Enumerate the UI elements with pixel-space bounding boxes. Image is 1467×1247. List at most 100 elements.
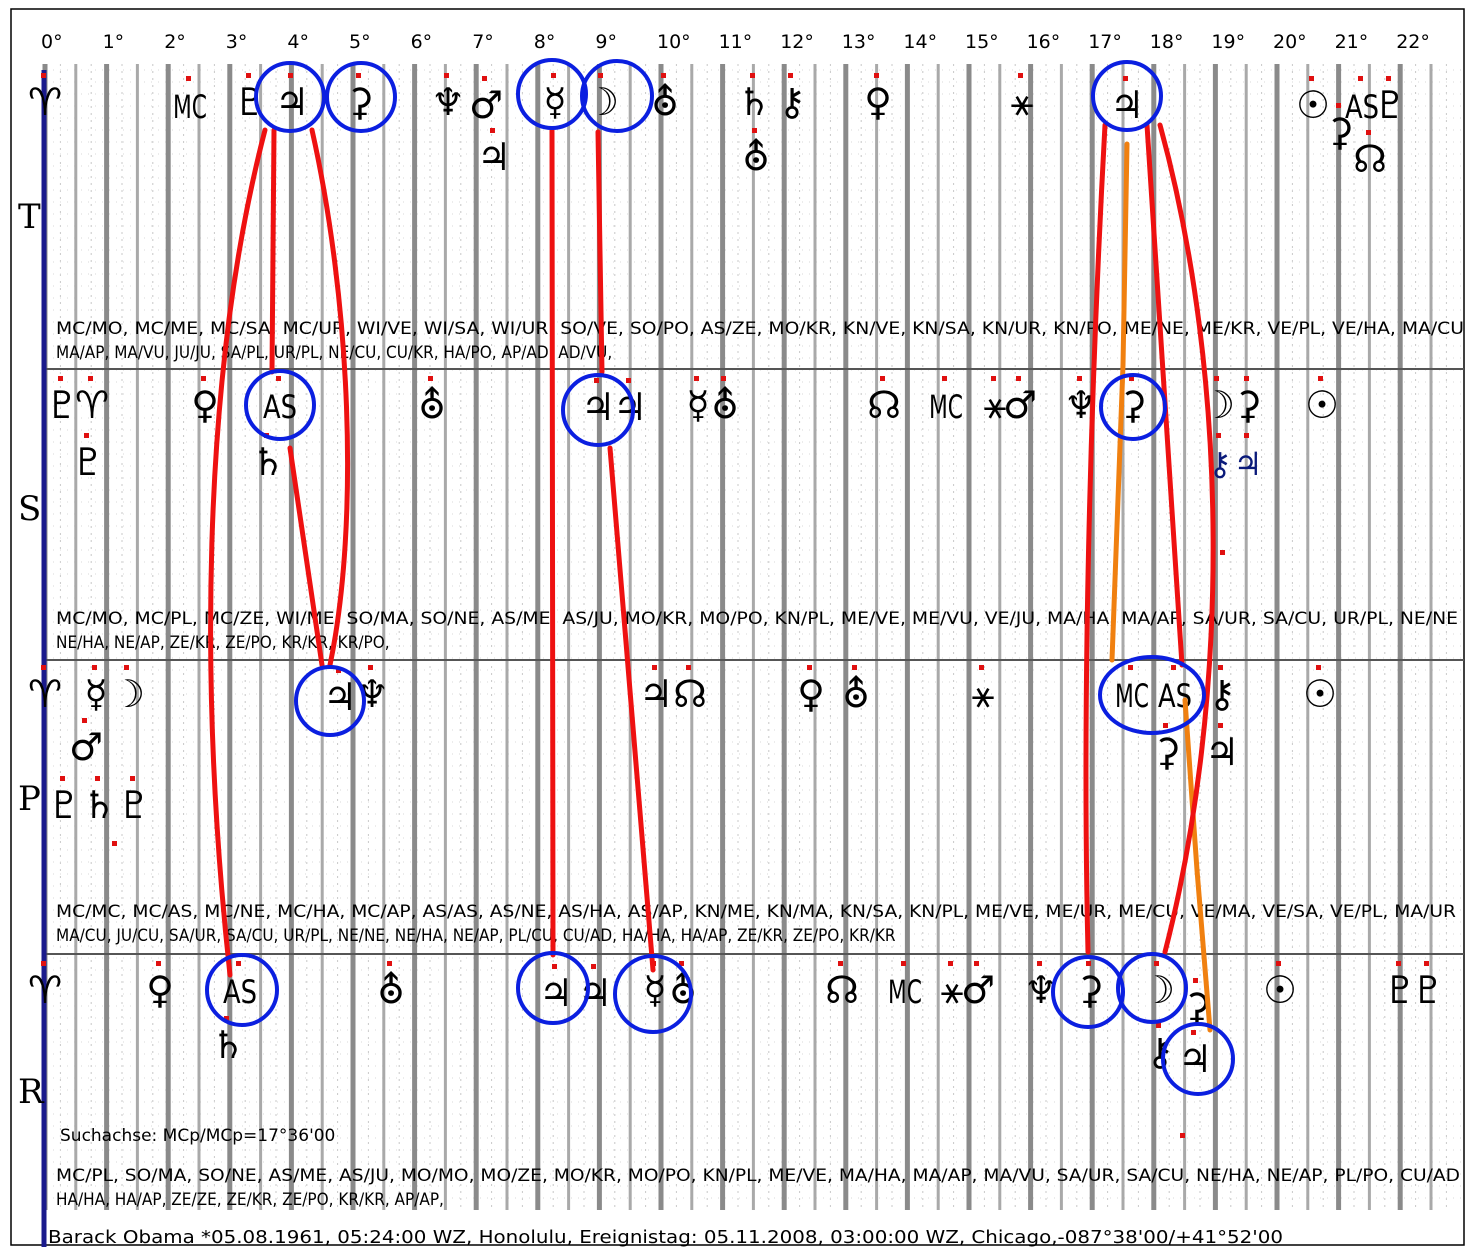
planet-symbol: ⚹ — [972, 672, 995, 716]
planet-symbol: ⚳ — [1326, 110, 1354, 154]
position-marker — [591, 964, 596, 969]
position-marker — [1386, 76, 1391, 81]
planet-symbol: ♃ — [581, 385, 615, 429]
position-marker — [1077, 376, 1082, 381]
planet-symbol: ⚷ — [1208, 672, 1236, 716]
row-t-text-line-1: MC/MO, MC/ME, MC/SA, MC/UR, WI/VE, WI/SA… — [56, 319, 1464, 339]
highlight-circles — [205, 58, 1235, 1096]
circle-t-jupiter-2 — [1091, 60, 1163, 132]
degree-label: 18° — [1150, 31, 1184, 53]
circle-s-ceres — [1099, 373, 1167, 441]
position-marker — [788, 73, 793, 78]
position-marker — [1336, 103, 1341, 108]
circle-p-mc-as — [1098, 655, 1206, 735]
planet-symbol: ☽ — [1141, 968, 1175, 1012]
planet-symbol: AS — [1345, 88, 1379, 126]
planet-symbol: ♆ — [431, 80, 465, 124]
link-red — [1109, 141, 1130, 663]
position-marker — [186, 76, 191, 81]
circle-s-as — [244, 369, 316, 441]
position-marker — [1218, 665, 1223, 670]
position-marker — [991, 376, 996, 381]
link-red — [607, 445, 656, 973]
degree-label: 21° — [1335, 31, 1369, 53]
planet-symbol: ♇ — [1373, 83, 1407, 127]
position-marker — [1180, 1133, 1185, 1138]
position-marker — [551, 73, 556, 78]
link-red — [269, 127, 277, 375]
planet-symbol: ♄ — [211, 1023, 245, 1067]
circle-t-moon — [580, 59, 654, 133]
degree-label: 16° — [1027, 31, 1061, 53]
position-marker — [41, 961, 46, 966]
position-marker — [482, 76, 487, 81]
planet-symbol: ⚷ — [778, 80, 806, 124]
planet-symbol: ☿ — [543, 80, 566, 124]
position-marker — [752, 128, 757, 133]
position-marker — [1220, 550, 1225, 555]
planet-symbol: ⛢ — [711, 383, 739, 427]
link-red — [1157, 122, 1216, 955]
position-marker — [1163, 723, 1168, 728]
planet-symbol: ⚳ — [1076, 968, 1104, 1012]
planet-symbol: ⚳ — [1153, 730, 1181, 774]
position-marker — [336, 668, 341, 673]
position-marker — [1244, 376, 1249, 381]
link-red — [549, 127, 556, 958]
link-red — [287, 445, 325, 668]
planet-symbol: ♈ — [28, 672, 62, 716]
circle-r-ceres — [1051, 955, 1125, 1029]
planet-symbol: AS — [263, 388, 297, 426]
planet-symbol: ⛢ — [651, 80, 679, 124]
position-marker — [652, 665, 657, 670]
position-marker — [236, 961, 241, 966]
planet-symbol: ♃ — [539, 971, 573, 1015]
planet-symbol: ♃ — [275, 80, 309, 124]
degree-label: 6° — [411, 31, 433, 53]
planet-symbol: ☉ — [1263, 968, 1297, 1012]
circle-r-moon — [1116, 952, 1188, 1024]
planet-symbol: ⚳ — [1234, 383, 1262, 427]
planet-symbol: ⚹ — [941, 968, 964, 1012]
planet-symbol: MC — [173, 88, 207, 126]
degree-scale: 0° 1° 2° 3° 4° 5° 6° 7° 8° 9° 10° 11° 12° 13° 14° 15° 16… — [41, 31, 1430, 53]
position-marker — [444, 73, 449, 78]
planet-symbol: ☊ — [673, 672, 707, 716]
position-marker — [661, 73, 666, 78]
position-marker — [276, 376, 281, 381]
degree-label: 17° — [1088, 31, 1122, 53]
degree-label: 15° — [965, 31, 999, 53]
row-label-r: R — [18, 1072, 45, 1112]
planet-symbol: ♀ — [146, 968, 174, 1012]
planet-symbol: ♇ — [71, 440, 105, 484]
position-marker — [92, 665, 97, 670]
position-marker — [598, 73, 603, 78]
position-marker — [807, 665, 812, 670]
planet-symbol: ♄ — [251, 440, 285, 484]
position-marker — [942, 376, 947, 381]
planet-symbol: ♇ — [117, 783, 151, 827]
position-marker — [95, 776, 100, 781]
position-marker — [880, 376, 885, 381]
position-marker — [82, 718, 87, 723]
aspect-links — [208, 122, 1216, 1033]
circle-t-jupiter — [254, 61, 326, 133]
degree-label: 22° — [1396, 31, 1430, 53]
position-marker — [901, 961, 906, 966]
position-marker — [1156, 1023, 1161, 1028]
position-marker — [368, 665, 373, 670]
position-marker — [1128, 665, 1133, 670]
planet-symbol: MC — [888, 973, 922, 1011]
circle-r-as — [205, 953, 279, 1027]
position-marker — [246, 73, 251, 78]
degree-label: 1° — [103, 31, 125, 53]
position-marker — [626, 378, 631, 383]
planet-symbol: ♀ — [191, 383, 219, 427]
position-marker — [224, 1016, 229, 1021]
link-red — [595, 129, 605, 375]
position-marker — [1193, 978, 1198, 983]
planet-symbol: ☊ — [1353, 137, 1387, 181]
planet-symbol: ♂ — [69, 725, 103, 769]
row-r-text-line-1: MC/PL, SO/MA, SO/NE, AS/ME, AS/JU, MO/MO… — [56, 1166, 1460, 1186]
planet-symbol: ♃ — [1110, 83, 1144, 127]
